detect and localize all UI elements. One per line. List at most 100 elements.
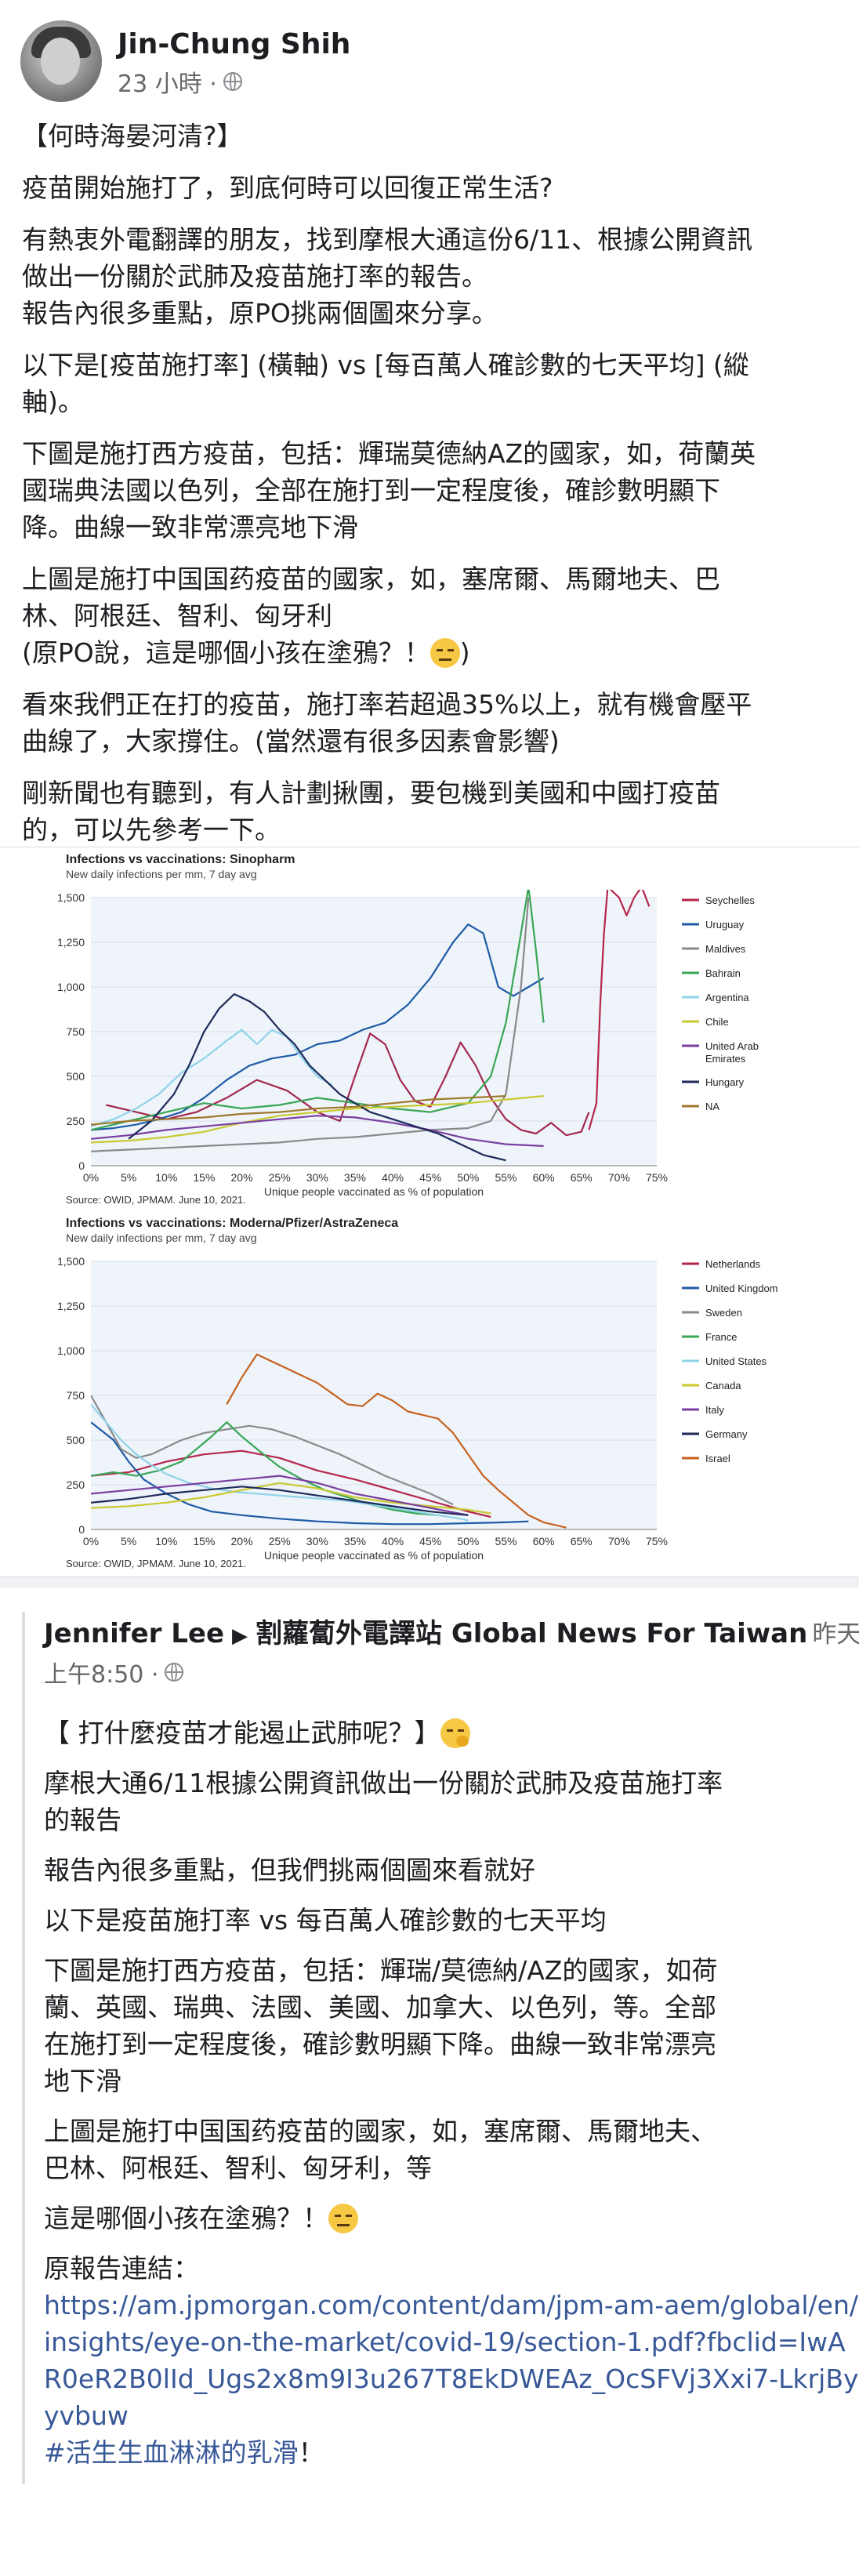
shared-paragraph: 原報告連結： https://am.jpmorgan.com/content/da… [44,2250,859,2434]
y-tick-label: 1,500 [57,891,85,904]
avatar[interactable] [20,20,102,102]
series-line [91,1475,469,1516]
x-tick-label: 5% [121,1535,136,1547]
post-time[interactable]: 23 小時 · [118,71,217,98]
post-image[interactable]: Infections vs vaccinations: Sinopharm New… [0,847,859,1577]
report-link[interactable]: https://am.jpmorgan.com/content/dam/jpm-… [44,2290,859,2431]
shared-author-name[interactable]: Jennifer Lee [44,1618,225,1649]
thinking-emoji-icon [440,1718,470,1748]
x-tick-label: 60% [533,1535,555,1547]
x-tick-label: 10% [155,1171,177,1184]
legend-label: United Kingdom [705,1283,778,1294]
post-paragraph: 疫苗開始施打了，到底何時可以回復正常生活? [22,172,553,203]
expressionless-emoji-icon [429,638,460,668]
post-paragraph: 下圖是施打西方疫苗，包括：輝瑞莫德納AZ的國家，如，荷蘭英 國瑞典法國以色列，全… [22,438,756,542]
shared-page-name[interactable]: 割蘿蔔外電譯站 Global News For Taiwan [256,1618,808,1649]
y-tick-label: 1,250 [57,936,85,949]
series-line [91,1421,529,1526]
y-tick-label: 250 [67,1115,85,1127]
shared-post-header: Jennifer Lee ▶ 割蘿蔔外電譯站 Global News For Tai… [44,1612,859,1650]
legend-label: Italy [705,1404,724,1416]
legend-label: Israel [705,1453,730,1464]
x-tick-label: 10% [155,1535,177,1547]
x-tick-label: 65% [571,1535,593,1547]
chart-svg: Infections vs vaccinations: Sinopharm New… [57,853,759,1205]
x-tick-label: 20% [231,1535,253,1547]
legend-label: Maldives [705,943,746,955]
legend-label: United States [705,1355,767,1367]
shared-post-body: 【 打什麼疫苗才能遏止武肺呢？】 摩根大通6/11根據公開資訊做出一份關於武肺及… [44,1714,859,2471]
section-divider [0,1577,859,1588]
series-line [91,890,545,1131]
shared-paragraph: #活生生血淋淋的乳滑！ [44,2434,859,2471]
series-line [91,1029,333,1127]
legend-label: Netherlands [705,1258,761,1270]
chart-western: Infections vs vaccinations: Moderna/Pfiz… [22,1216,837,1569]
series-line [91,1095,544,1144]
post-body: 【何時海晏河清?】 疫苗開始施打了，到底何時可以回復正常生活? 有熱衷外電翻譯的… [22,118,841,863]
legend-label: Uruguay [705,919,745,931]
y-tick-label: 0 [78,1159,85,1172]
y-tick-label: 500 [67,1070,85,1083]
shared-paragraph: 上圖是施打中国国药疫苗的國家，如，塞席爾、馬爾地夫、 巴林、阿根廷、智利、匈牙利… [44,2116,716,2183]
caret-right-icon: ▶ [232,1624,248,1648]
series-line [91,1095,506,1126]
shared-paragraph-text: 【 打什麼疫苗才能遏止武肺呢？】 [44,1718,440,1748]
x-tick-label: 40% [382,1171,404,1184]
legend-label: NA [705,1101,719,1112]
series-line [91,1486,469,1516]
x-tick-label: 65% [571,1171,593,1184]
author-name[interactable]: Jin-Chung Shih [118,28,351,60]
series-line [91,1115,544,1147]
legend-label: Seychelles [705,894,755,906]
x-tick-label: 45% [419,1171,441,1184]
x-tick-label: 50% [457,1535,479,1547]
x-tick-label: 70% [608,1535,630,1547]
x-tick-label: 45% [419,1535,441,1547]
y-tick-label: 1,500 [57,1255,85,1268]
x-tick-label: 40% [382,1535,404,1547]
y-tick-label: 1,250 [57,1300,85,1312]
globe-icon [223,72,242,91]
x-axis-label: Unique people vaccinated as % of populat… [264,1185,484,1198]
series-line [91,1482,491,1515]
series-line [91,1449,491,1518]
x-tick-label: 25% [269,1171,291,1184]
post-paragraph-with-emoji: 上圖是施打中国国药疫苗的國家，如，塞席爾、馬爾地夫、巴 林、阿根廷、智利、匈牙利… [22,561,841,671]
legend-label: Germany [705,1428,748,1440]
x-tick-label: 15% [193,1535,215,1547]
post-paragraph: 看來我們正在打的疫苗，施打率若超過35%以上，就有機會壓平 曲線了，大家撐住。(… [22,689,752,756]
y-tick-label: 750 [67,1389,85,1402]
x-tick-label: 5% [121,1171,136,1184]
x-tick-label: 30% [306,1171,328,1184]
post-meta: 23 小時 · [118,64,242,99]
shared-post-meta: 上午8:50 · [44,1655,859,1689]
y-tick-label: 1,000 [57,1344,85,1357]
x-tick-label: 30% [306,1535,328,1547]
shared-time-full[interactable]: 上午8:50 · [44,1661,159,1689]
shared-paragraph: 摩根大通6/11根據公開資訊做出一份關於武肺及疫苗施打率 的報告 [44,1768,723,1835]
hashtag-link[interactable]: #活生生血淋淋的乳滑 [44,2437,299,2468]
post-header: Jin-Chung Shih 23 小時 · [0,0,859,118]
chart-subtitle: New daily infections per mm, 7 day avg [66,1232,257,1244]
y-tick-label: 250 [67,1478,85,1491]
series-line [91,1395,454,1506]
shared-paragraph: 【 打什麼疫苗才能遏止武肺呢？】 [44,1714,859,1751]
x-tick-label: 35% [344,1535,366,1547]
post-paragraph: 【何時海晏河清?】 [22,121,243,151]
hashtag-tail: ！ [298,2437,324,2468]
expressionless-emoji-icon [328,2204,358,2233]
series-line [91,897,530,1152]
chart-svg: Infections vs vaccinations: Moderna/Pfiz… [57,1217,778,1569]
x-tick-label: 25% [269,1535,291,1547]
post-paragraph: 有熱衷外電翻譯的朋友，找到摩根大通這份6/11、根據公開資訊 做出一份關於武肺及… [22,224,753,328]
legend-label: Hungary [705,1076,745,1088]
legend-label: Canada [705,1380,741,1391]
shared-paragraph: 以下是疫苗施打率 vs 每百萬人確診數的七天平均 [44,1905,607,1936]
shared-time-short[interactable]: 昨天 [812,1620,859,1649]
chart-title: Infections vs vaccinations: Sinopharm [66,853,295,866]
x-tick-label: 60% [533,1171,555,1184]
x-tick-label: 75% [646,1535,668,1547]
x-tick-label: 35% [344,1171,366,1184]
x-tick-label: 70% [608,1171,630,1184]
